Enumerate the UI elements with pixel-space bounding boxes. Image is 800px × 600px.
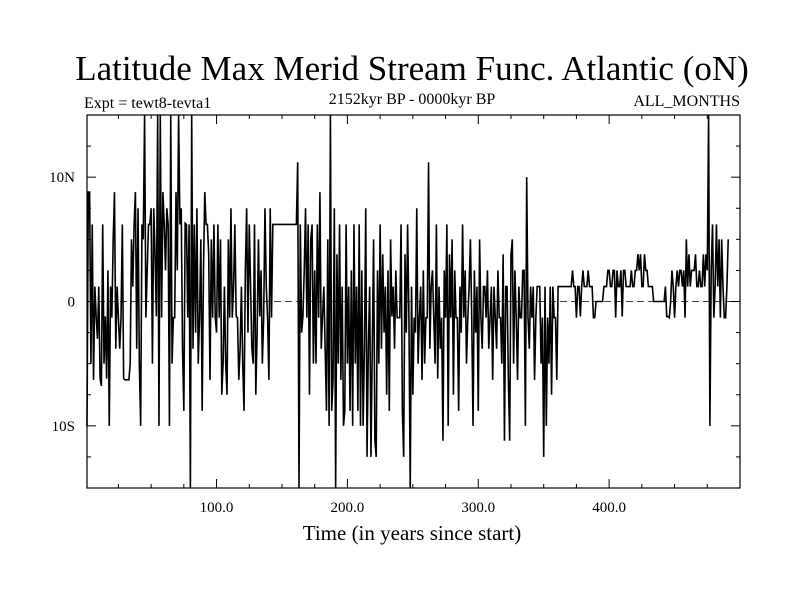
period-label: 2152kyr BP - 0000kyr BP (329, 91, 496, 108)
x-tick-label: 400.0 (592, 500, 626, 516)
plot-frame (86, 114, 741, 489)
x-tick-label: 300.0 (461, 500, 495, 516)
y-tick-label: 0 (68, 295, 76, 311)
y-tick-label: 10S (52, 419, 75, 435)
chart-title: Latitude Max Merid Stream Func. Atlantic… (75, 49, 749, 88)
season-label: ALL_MONTHS (633, 93, 740, 110)
series-line (86, 114, 730, 489)
x-tick-label: 200.0 (331, 500, 365, 516)
x-tick-label: 100.0 (200, 500, 234, 516)
x-axis-label: Time (in years since start) (303, 521, 522, 545)
y-tick-label: 10N (49, 170, 75, 186)
experiment-label: Expt = tewt8-tevta1 (84, 95, 211, 112)
